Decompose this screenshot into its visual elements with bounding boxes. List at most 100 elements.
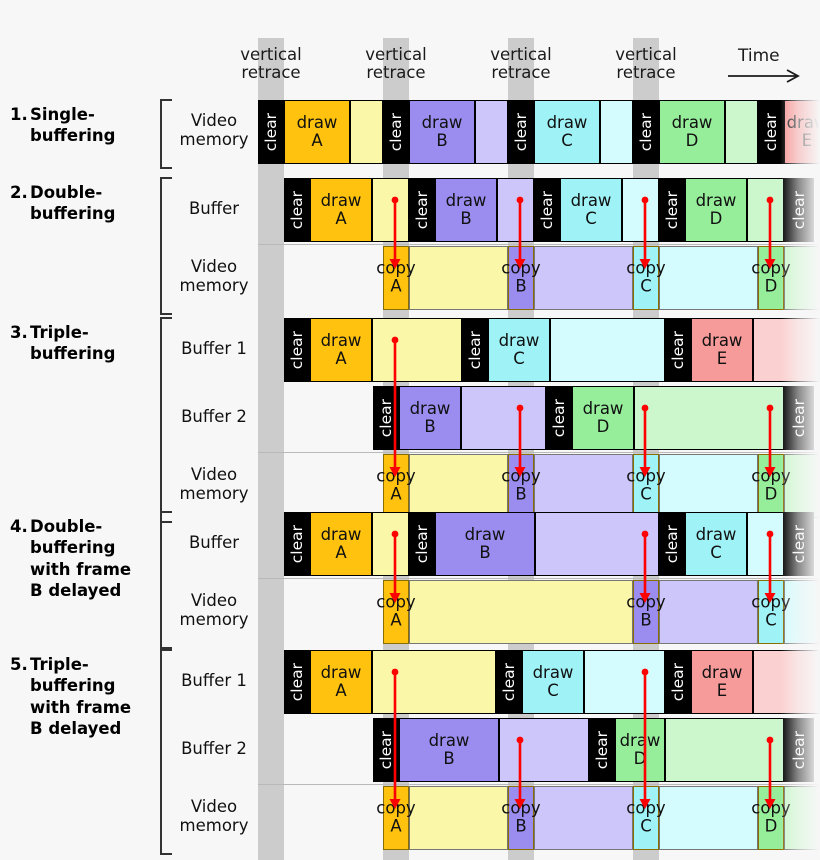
row-label-line: memory <box>179 609 249 629</box>
draw-word: draw <box>532 662 574 682</box>
draw-frame-letter: A <box>311 131 323 150</box>
segment-clear: clear <box>633 100 659 164</box>
draw-frame-letter: C <box>547 681 559 700</box>
group-title-line: buffering <box>30 676 116 696</box>
segment-copy-a: copy A <box>376 786 416 850</box>
row-label-line: Buffer 2 <box>181 738 247 758</box>
draw-frame-letter: A <box>335 209 347 228</box>
draw-word: draw <box>320 662 362 682</box>
copy-frame-letter: D <box>764 485 778 504</box>
vertical-retrace-label-line1: vertical <box>615 45 677 64</box>
draw-word: draw <box>320 524 362 544</box>
draw-word: draw <box>464 524 506 544</box>
copy-word: copy <box>376 258 416 278</box>
group-number-1: 1. <box>10 105 28 124</box>
draw-frame-letter: A <box>335 543 347 562</box>
segment-draw-a: draw A <box>284 100 350 164</box>
segment-idle-a <box>409 580 633 644</box>
draw-frame-letter: C <box>585 209 597 228</box>
draw-label: draw A <box>321 191 362 228</box>
copy-label: copy B <box>501 466 541 505</box>
segment-idle-b <box>497 178 534 242</box>
copy-frame-letter: C <box>765 611 777 630</box>
segment-idle-d <box>747 178 784 242</box>
copy-label: copy B <box>501 798 541 837</box>
copy-label: copy A <box>376 467 415 505</box>
segment-idle-a <box>409 246 508 310</box>
segment-idle-c <box>659 454 758 518</box>
draw-label: draw A <box>320 662 362 700</box>
segment-clear: clear <box>546 386 572 450</box>
copy-word: copy <box>751 798 791 818</box>
clear-label: clear <box>413 190 431 230</box>
copy-frame-letter: C <box>640 277 652 296</box>
draw-word: draw <box>546 112 588 132</box>
draw-frame-letter: B <box>436 131 448 150</box>
vertical-retrace-bar-1 <box>258 38 284 860</box>
segment-clear: clear <box>784 718 814 782</box>
clear-label: clear <box>550 398 568 438</box>
group-bracket-5 <box>160 649 172 855</box>
segment-copy-a: copy A <box>376 580 416 644</box>
copy-word: copy <box>501 466 541 486</box>
draw-label: draw C <box>546 112 588 150</box>
clear-label: clear <box>663 524 681 564</box>
draw-frame-letter: C <box>561 131 573 150</box>
group-title-line: buffering <box>30 344 116 364</box>
segment-clear: clear <box>659 512 685 576</box>
segment-idle-d <box>665 718 784 782</box>
segment-idle-c <box>584 650 665 714</box>
segment-idle-a <box>409 786 508 850</box>
copy-label: copy B <box>626 593 665 631</box>
draw-label: draw B <box>429 731 470 768</box>
group-bracket-4 <box>160 511 172 649</box>
row-label-line: Buffer 1 <box>181 338 247 358</box>
clear-label: clear <box>377 730 395 770</box>
copy-label: copy C <box>626 259 665 297</box>
copy-label: copy C <box>626 799 665 837</box>
clear-label: clear <box>593 730 611 770</box>
copy-word: copy <box>751 258 791 278</box>
segment-idle-b <box>659 580 758 644</box>
segment-idle-c <box>600 100 633 164</box>
segment-idle-e <box>753 318 820 382</box>
draw-word: draw <box>786 112 820 132</box>
draw-label: draw D <box>696 191 737 228</box>
row-label-4-2: Video memory <box>172 591 256 630</box>
group-title-1: 1. Single-buffering <box>10 104 160 147</box>
segment-idle-b <box>475 100 508 164</box>
draw-label: draw C <box>571 191 612 228</box>
copy-frame-letter: A <box>390 817 402 836</box>
segment-idle-c <box>550 318 665 382</box>
draw-word: draw <box>445 190 487 210</box>
segment-draw-b: draw B <box>409 100 475 164</box>
segment-idle-a <box>372 318 462 382</box>
copy-word: copy <box>501 798 541 818</box>
copy-label: copy A <box>376 258 416 297</box>
time-axis-label: Time <box>738 46 780 66</box>
vertical-retrace-label-1: vertical retrace <box>216 45 326 83</box>
segment-copy-a: copy A <box>376 454 416 518</box>
draw-frame-letter: D <box>596 417 610 436</box>
copy-word: copy <box>501 258 541 278</box>
segment-clear: clear <box>284 650 310 714</box>
segment-clear: clear <box>258 100 284 164</box>
vertical-retrace-label-3: vertical retrace <box>466 45 576 83</box>
group-title-line: B delayed <box>30 719 122 739</box>
clear-label: clear <box>262 112 280 152</box>
group-title-line: Double- <box>30 183 103 202</box>
group-title-text-3: Triple-buffering <box>30 322 160 365</box>
draw-frame-letter: D <box>633 749 647 768</box>
draw-label: draw B <box>410 399 451 436</box>
group-title-text-1: Single-buffering <box>30 104 160 147</box>
segment-idle-a <box>350 100 383 164</box>
clear-label: clear <box>790 730 808 770</box>
segment-draw-d: draw D <box>572 386 634 450</box>
clear-label: clear <box>762 112 780 152</box>
segment-draw-d: draw D <box>685 178 747 242</box>
segment-clear: clear <box>409 512 435 576</box>
